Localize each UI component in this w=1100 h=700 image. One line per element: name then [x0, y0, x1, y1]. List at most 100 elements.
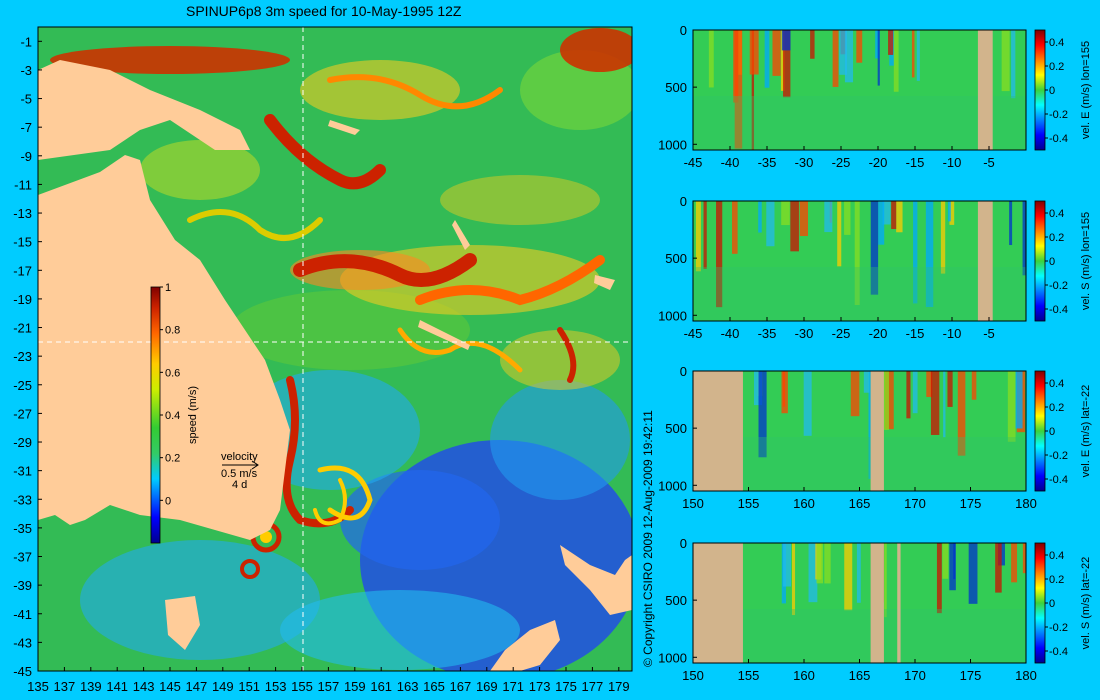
map-y-tick-label: -41 — [13, 607, 32, 622]
section-x-tick-label: 175 — [960, 668, 982, 683]
section-streak — [1007, 371, 1016, 442]
map-x-tick-label: 161 — [370, 679, 392, 694]
ocean-patch — [80, 540, 320, 660]
speed-colorbar-tick-label: 0 — [165, 495, 171, 507]
section-x-tick-label: 180 — [1015, 668, 1037, 683]
section-x-tick-label: -30 — [795, 326, 814, 341]
map-y-tick-label: -23 — [13, 349, 32, 364]
section-streak — [734, 30, 743, 149]
section-colorbar-tick-label: 0.2 — [1049, 574, 1064, 586]
section-streak — [790, 201, 799, 252]
section-streak — [913, 201, 918, 304]
section-streak — [942, 543, 949, 579]
section-x-tick-label: 170 — [904, 496, 926, 511]
map-y-tick-label: -17 — [13, 263, 32, 278]
section-colorbar-label: vel. E (m/s) lat=-22 — [1080, 385, 1092, 478]
map-y-axis: -1 -3 -5 -7 -9 -11 -13 -15 -17 -19 -21 -23 -25 -27 -29… — [13, 34, 42, 679]
section-streak — [780, 30, 785, 91]
map-x-axis: 135 137 139 141 143 145 147 149 151 153 155 157 159 1… — [27, 667, 630, 694]
ocean-patch — [280, 590, 520, 670]
section-field — [693, 543, 1026, 663]
map-x-tick-label: 145 — [159, 679, 181, 694]
section-x-tick-label: -15 — [906, 155, 925, 170]
section-colorbar — [1034, 370, 1046, 492]
section-y-tick-label: 1000 — [658, 137, 687, 152]
section-land — [870, 371, 884, 491]
section-streak — [816, 543, 824, 584]
map-y-tick-label: -35 — [13, 521, 32, 536]
speed-colorbar-ticks: 1 0.8 0.6 0.4 0.2 0 — [160, 282, 180, 507]
map-y-tick-label: -19 — [13, 292, 32, 307]
eddy-ring — [240, 559, 260, 579]
section-land — [693, 543, 743, 663]
section-field — [693, 30, 1026, 150]
section-e-lat: 150 155 160 165 170 175 180 0 500 1000 0.4 0.2 0 -0.2… — [658, 364, 1092, 511]
section-streak — [791, 543, 796, 616]
land — [38, 60, 632, 671]
section-colorbar-tick-label: 0.4 — [1049, 37, 1064, 49]
section-streak — [957, 371, 966, 456]
section-streak — [751, 30, 755, 150]
land-new-guinea — [38, 60, 250, 160]
map-x-tick-label: 175 — [555, 679, 577, 694]
section-frame — [692, 29, 1027, 151]
section-streak — [868, 371, 873, 479]
map-y-tick-label: -13 — [13, 206, 32, 221]
map-x-tick-label: 179 — [608, 679, 630, 694]
section-streak — [884, 543, 887, 618]
speed-colorbar-label: speed (m/s) — [187, 386, 199, 444]
section-x-tick-label: 150 — [682, 668, 704, 683]
map-x-tick-label: 163 — [397, 679, 419, 694]
jet-filament — [313, 478, 347, 526]
section-y-tick-label: 500 — [665, 593, 687, 608]
section-streak — [844, 543, 853, 611]
map-x-tick-label: 155 — [291, 679, 313, 694]
velocity-key-label: velocity — [221, 451, 258, 463]
section-x-tick-label: 180 — [1015, 496, 1037, 511]
section-x-tick-label: -45 — [684, 326, 703, 341]
jet-filament — [415, 255, 605, 306]
section-colorbar — [1034, 542, 1046, 664]
map-y-tick-label: -7 — [20, 120, 32, 135]
map-x-tick-label: 135 — [27, 679, 49, 694]
main-title: SPINUP6p8 3m speed for 10-May-1995 12Z — [186, 3, 462, 19]
section-streak — [947, 201, 951, 222]
section-streak — [943, 371, 946, 438]
map-x-tick-label: 173 — [529, 679, 551, 694]
section-deep-layer — [693, 609, 1026, 663]
section-s-lon: -45 -40 -35 -30 -25 -20 -15 -10 -5 0 500 1000 0.4 0.2… — [658, 194, 1092, 341]
section-colorbar-tick-label: -0.2 — [1049, 109, 1068, 121]
section-streak — [854, 201, 860, 305]
section-x-tick-label: -45 — [684, 155, 703, 170]
section-e-lon: -45 -40 -35 -30 -25 -20 -15 -10 -5 0 500 1000 0.4 0.2… — [658, 23, 1092, 170]
section-colorbar-label: vel. E (m/s) lon=155 — [1080, 41, 1092, 139]
section-colorbar-label: vel. S (m/s) lat=-22 — [1080, 557, 1092, 650]
section-streak — [749, 30, 759, 75]
section-x-tick-label: -35 — [758, 326, 777, 341]
section-x-tick-label: -5 — [983, 326, 995, 341]
section-streak — [850, 371, 860, 417]
map-x-tick-label: 141 — [106, 679, 128, 694]
velocity-key-scale: 0.5 m/s — [221, 468, 258, 480]
section-streak — [877, 30, 880, 86]
section-x-tick-label: 170 — [904, 668, 926, 683]
map-field — [38, 27, 632, 671]
section-streak — [808, 543, 818, 603]
map-y-tick-label: -39 — [13, 578, 32, 593]
section-streak — [936, 543, 942, 614]
section-deep-layer — [693, 96, 1026, 150]
section-streak — [844, 30, 854, 83]
map-texture — [50, 28, 632, 671]
section-s-lat: 150 155 160 165 170 175 180 0 500 1000 0.4 0.2 0 -0.2… — [658, 536, 1092, 683]
ocean-patch — [50, 46, 290, 74]
section-streak — [888, 30, 894, 55]
section-colorbar-tick-label: -0.4 — [1049, 133, 1068, 145]
section-streak — [947, 371, 953, 407]
section-x-tick-label: -5 — [983, 155, 995, 170]
section-streak — [856, 30, 863, 63]
map-y-tick-label: -9 — [20, 149, 32, 164]
map-y-tick-label: -11 — [14, 177, 32, 192]
section-x-tick-label: 165 — [849, 496, 871, 511]
speed-colorbar-tick-label: 0.8 — [165, 325, 180, 337]
section-streak — [824, 543, 831, 584]
